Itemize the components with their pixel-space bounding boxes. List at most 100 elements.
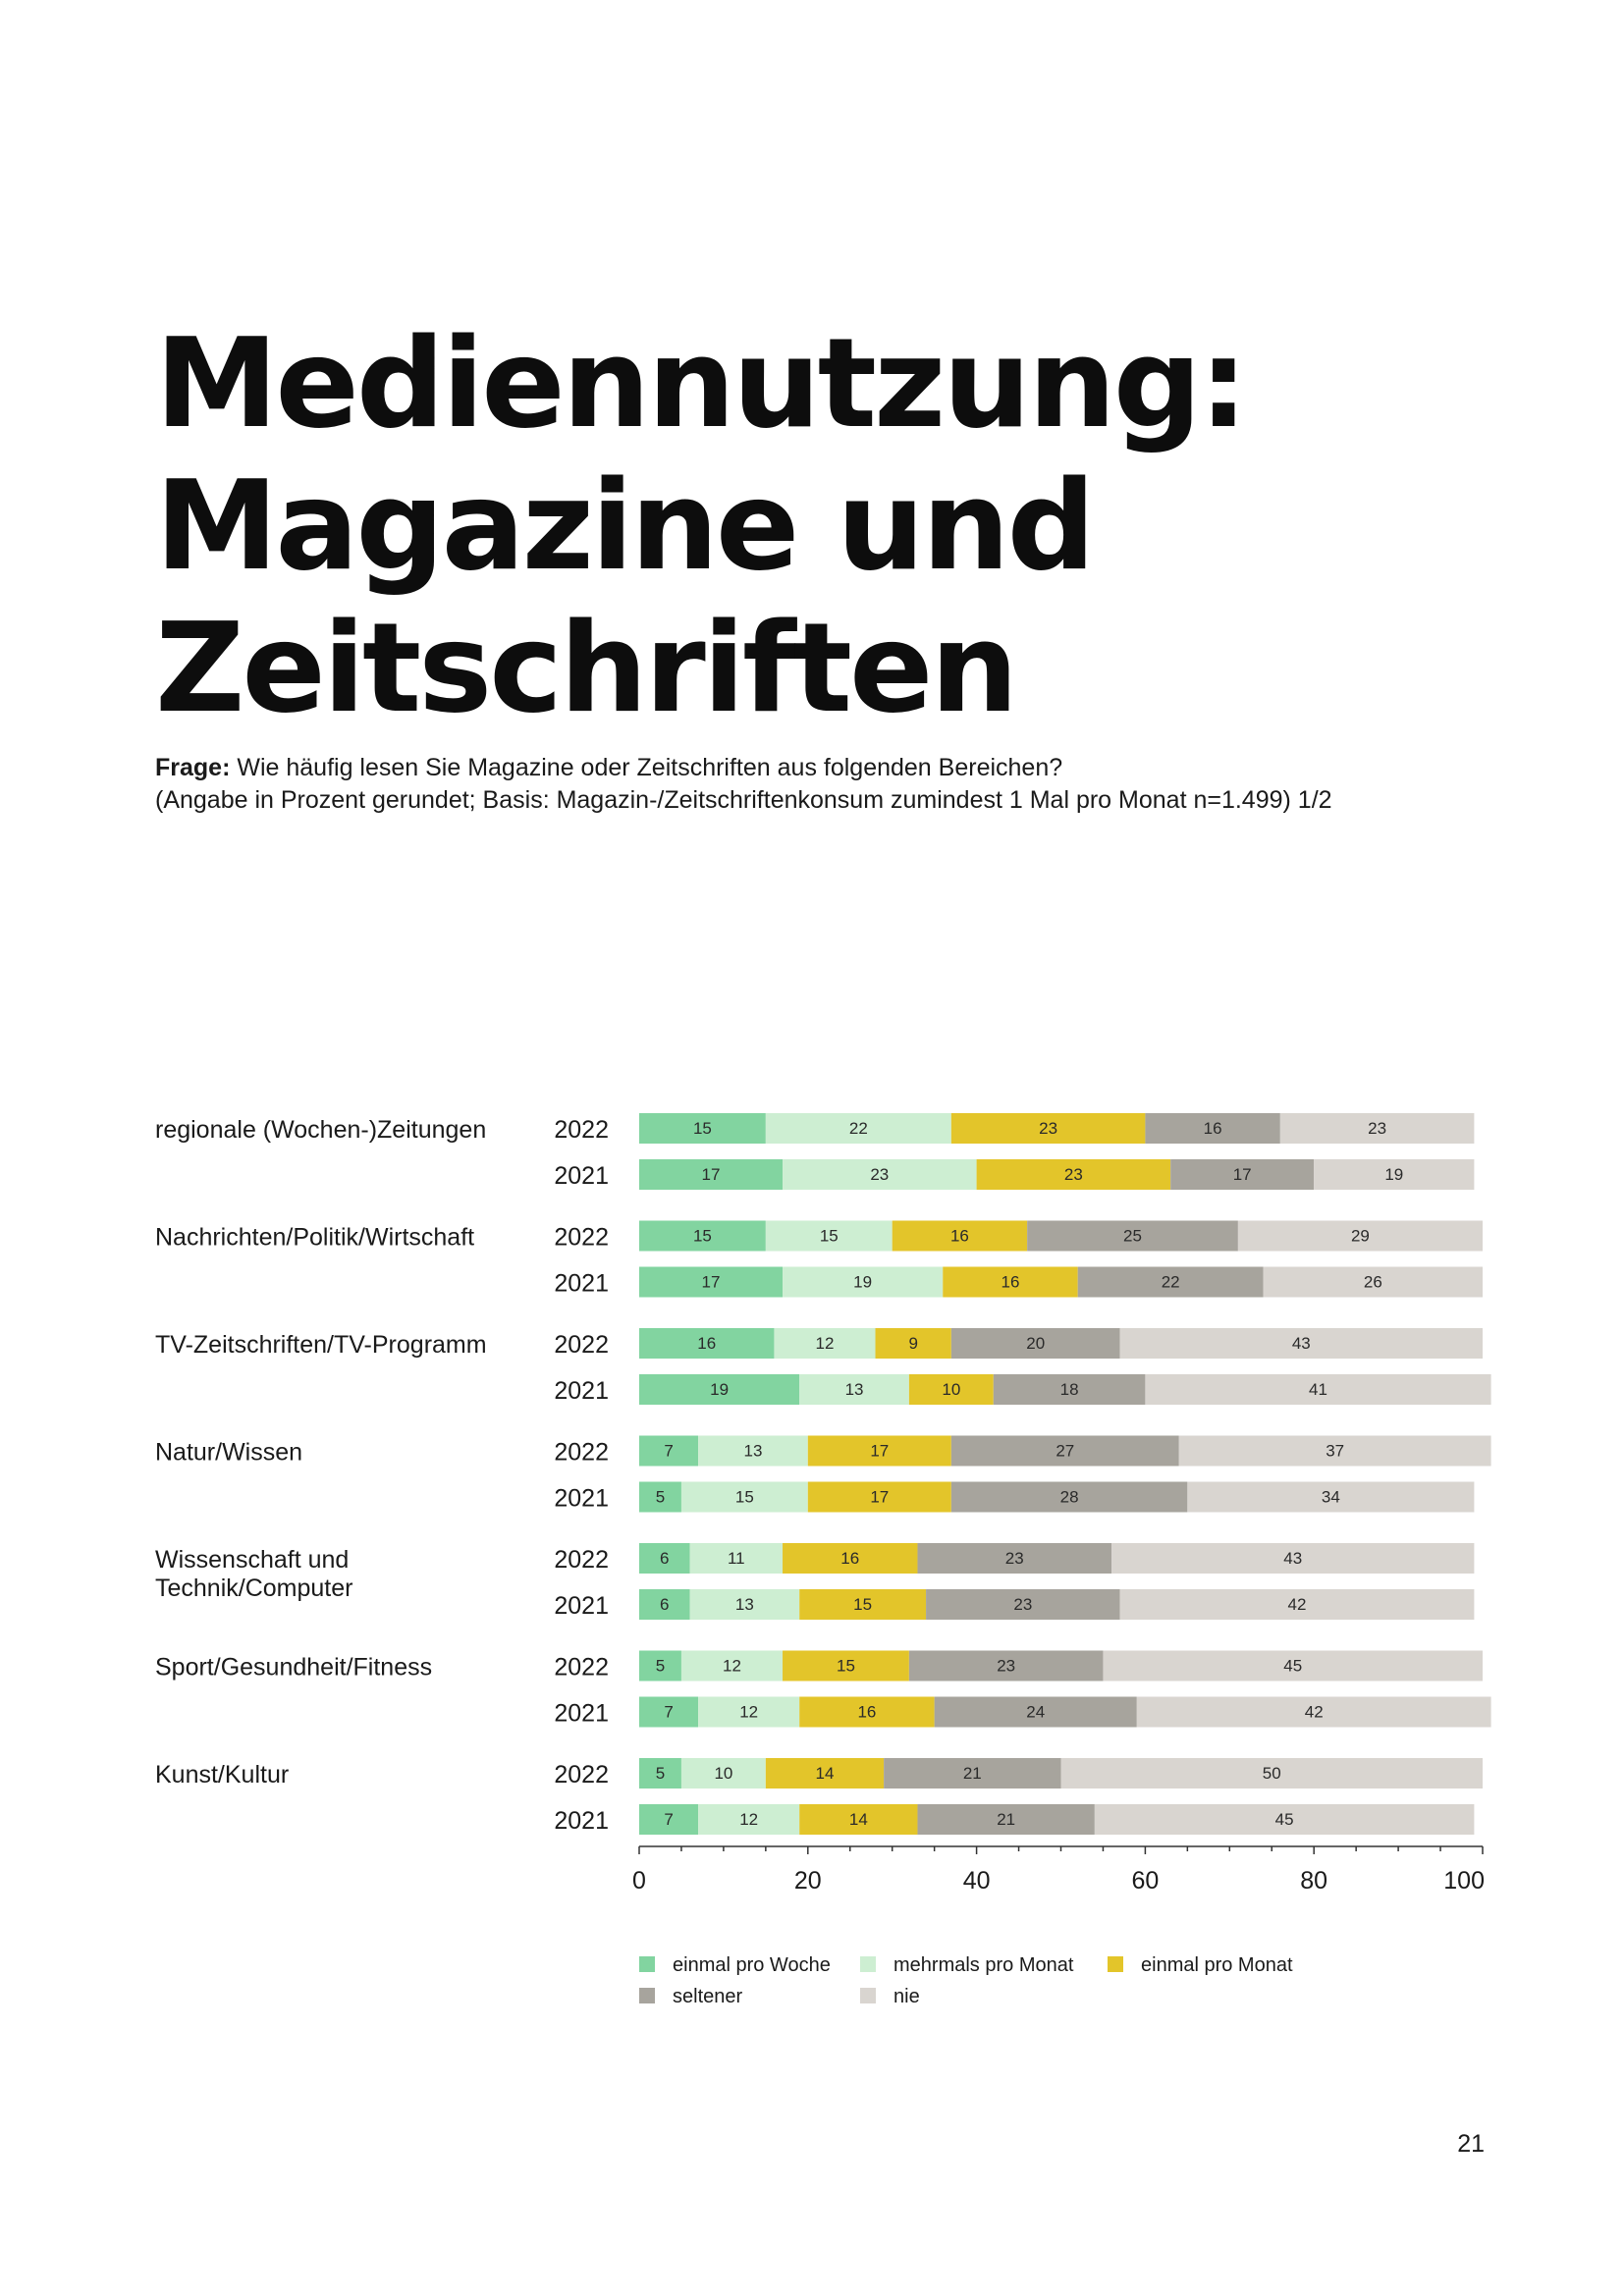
bar-segment: [1103, 1650, 1483, 1682]
data-label: 15: [853, 1595, 872, 1614]
data-label: 45: [1283, 1657, 1302, 1676]
bar-segment: [799, 1804, 918, 1835]
bar-segment: [783, 1650, 909, 1682]
bar-segment: [680, 1481, 808, 1513]
x-tick-label: 80: [1300, 1867, 1327, 1895]
bar-segment: [639, 1159, 784, 1190]
data-label: 10: [714, 1764, 732, 1783]
bar-segment: [639, 1374, 800, 1405]
bar-segment: [1237, 1220, 1483, 1252]
data-label: 23: [1368, 1119, 1386, 1138]
data-label: 21: [963, 1764, 982, 1783]
bar-segment: [783, 1266, 944, 1298]
bar-segment: [1170, 1159, 1315, 1190]
legend-swatch: [639, 1956, 655, 1972]
bar-segment: [917, 1543, 1112, 1574]
data-label: 13: [845, 1380, 864, 1399]
data-label: 12: [723, 1657, 741, 1676]
legend-label: einmal pro Woche: [673, 1954, 831, 1976]
bar-segment: [1094, 1804, 1475, 1835]
legend-swatch: [1108, 1956, 1123, 1972]
bar-segment: [908, 1374, 994, 1405]
data-label: 27: [1056, 1442, 1074, 1461]
category-label: Sport/Gesundheit/Fitness: [155, 1654, 432, 1682]
year-label: 2022: [554, 1439, 609, 1467]
bar-segment: [783, 1543, 918, 1574]
data-label: 17: [870, 1488, 889, 1507]
bar-segment: [639, 1589, 690, 1620]
data-label: 24: [1026, 1703, 1045, 1722]
bar-segment: [639, 1481, 681, 1513]
bar-segment: [639, 1543, 690, 1574]
page-title: Mediennutzung: Magazine und Zeitschrifte…: [155, 312, 1432, 739]
data-label: 16: [857, 1703, 876, 1722]
bar-segment: [943, 1266, 1078, 1298]
bar-segment: [950, 1328, 1120, 1359]
data-label: 17: [702, 1165, 721, 1184]
data-label: 16: [697, 1334, 716, 1353]
bar-segment: [783, 1159, 977, 1190]
year-label: 2022: [554, 1331, 609, 1359]
x-tick-label: 60: [1131, 1867, 1159, 1895]
year-label: 2021: [554, 1377, 609, 1405]
data-label: 43: [1292, 1334, 1311, 1353]
bar-segment: [934, 1696, 1137, 1728]
data-label: 29: [1351, 1227, 1370, 1246]
data-label: 22: [1162, 1273, 1180, 1292]
legend-label: nie: [893, 1986, 920, 2007]
data-label: 16: [840, 1549, 859, 1568]
data-label: 16: [950, 1227, 969, 1246]
data-label: 19: [853, 1273, 872, 1292]
bar-segment: [892, 1220, 1028, 1252]
bar-segment: [884, 1758, 1061, 1789]
data-label: 15: [693, 1227, 712, 1246]
year-label: 2022: [554, 1761, 609, 1789]
data-label: 43: [1283, 1549, 1302, 1568]
bar-segment: [807, 1435, 951, 1467]
data-label: 14: [816, 1764, 835, 1783]
data-label: 41: [1309, 1380, 1327, 1399]
bar-segment: [799, 1589, 927, 1620]
category-label: regionale (Wochen-)Zeitungen: [155, 1116, 486, 1144]
bar-segment: [765, 1758, 885, 1789]
bar-segment: [1145, 1113, 1280, 1144]
question-line: Frage: Wie häufig lesen Sie Magazine ode…: [155, 752, 1530, 784]
bar-segment: [639, 1804, 699, 1835]
data-label: 5: [656, 1657, 665, 1676]
bar-segment: [926, 1589, 1120, 1620]
data-label: 23: [1039, 1119, 1057, 1138]
data-label: 13: [735, 1595, 754, 1614]
bar-segment: [689, 1543, 784, 1574]
category-label: Technik/Computer: [155, 1575, 352, 1602]
category-label: Natur/Wissen: [155, 1439, 302, 1467]
legend-swatch: [639, 1988, 655, 2003]
data-label: 23: [1005, 1549, 1024, 1568]
data-label: 7: [664, 1442, 673, 1461]
category-label: Kunst/Kultur: [155, 1761, 289, 1789]
bar-segment: [950, 1435, 1179, 1467]
year-label: 2022: [554, 1116, 609, 1144]
data-label: 6: [660, 1595, 669, 1614]
data-label: 11: [728, 1549, 745, 1568]
bar-segment: [774, 1328, 876, 1359]
bar-segment: [1178, 1435, 1491, 1467]
bar-segment: [875, 1328, 951, 1359]
x-tick-label: 20: [794, 1867, 822, 1895]
data-label: 23: [870, 1165, 889, 1184]
data-label: 17: [702, 1273, 721, 1292]
bar-segment: [1263, 1266, 1483, 1298]
bar-segment: [1119, 1328, 1483, 1359]
data-label: 5: [656, 1488, 665, 1507]
data-label: 28: [1060, 1488, 1079, 1507]
bar-segment: [1136, 1696, 1491, 1728]
bar-segment: [698, 1804, 800, 1835]
bar-segment: [1145, 1374, 1491, 1405]
data-label: 22: [849, 1119, 868, 1138]
bar-segment: [1077, 1266, 1264, 1298]
bar-segment: [976, 1159, 1171, 1190]
page-number: 21: [1457, 2130, 1485, 2158]
data-label: 12: [739, 1810, 758, 1829]
bar-segment: [1314, 1159, 1475, 1190]
year-label: 2021: [554, 1807, 609, 1835]
